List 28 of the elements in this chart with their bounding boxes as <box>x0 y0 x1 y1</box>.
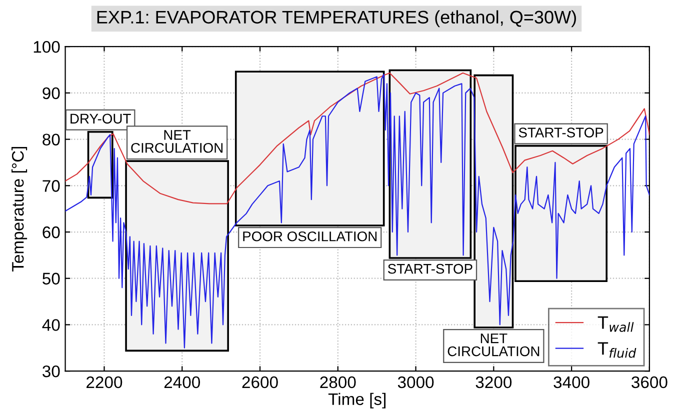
x-tick-label: 2600 <box>242 376 278 388</box>
x-tick-label: 3200 <box>476 376 512 388</box>
legend-label: T$_{fluid}$ <box>598 342 636 358</box>
y-tick-label: 90 <box>42 87 60 100</box>
x-tick-label: 3600 <box>632 376 668 388</box>
x-tick-label: 2200 <box>86 376 122 388</box>
band-label: NET CIRCULATION <box>448 334 540 356</box>
chart-title: EXP.1: EVAPORATOR TEMPERATURES (ethanol, Q=30W) <box>97 10 576 28</box>
band-label: START-STOP <box>518 128 604 138</box>
y-tick-label: 80 <box>42 134 60 146</box>
x-tick-label: 3400 <box>554 376 590 388</box>
legend-label: T$_{wall}$ <box>598 316 634 332</box>
x-axis-title: Time [s] <box>328 392 386 408</box>
y-tick-label: 30 <box>42 365 60 378</box>
y-tick-label: 70 <box>42 180 60 192</box>
band-label: POOR OSCILLATION <box>243 231 377 242</box>
y-tick-label: 40 <box>42 319 60 331</box>
band-label: START-STOP <box>388 264 472 274</box>
band-label: NET CIRCULATION <box>131 130 222 153</box>
y-tick-label: 50 <box>42 272 60 285</box>
line-series <box>65 72 650 204</box>
y-axis-title: Temperature [°C] <box>12 146 28 272</box>
x-tick-label: 2800 <box>320 376 356 388</box>
band-label: DRY-OUT <box>70 114 131 124</box>
x-tick-label: 2400 <box>164 376 200 388</box>
x-tick-label: 3000 <box>398 376 434 388</box>
y-tick-label: 60 <box>42 226 60 238</box>
y-tick-label: 100 <box>34 40 60 53</box>
